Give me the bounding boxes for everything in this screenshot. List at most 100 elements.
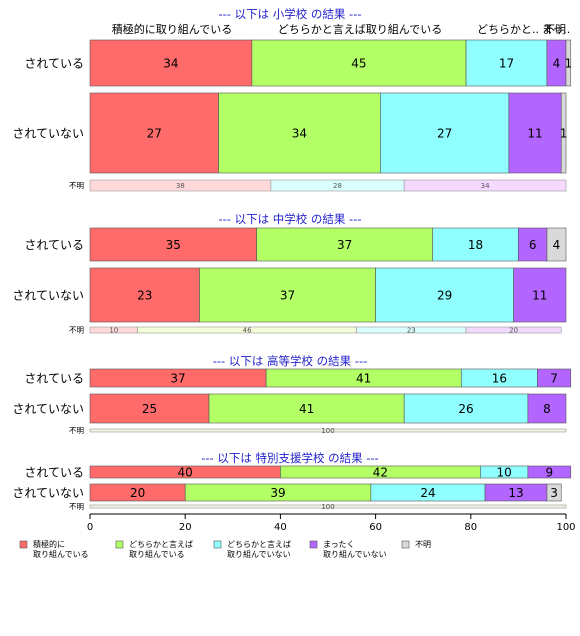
panel-title: --- 以下は 小学校 の結果 ---	[218, 7, 361, 21]
data-label: 3	[550, 486, 558, 500]
data-label: 23	[407, 327, 416, 335]
bar-segment	[256, 227, 434, 262]
x-tick-label: 80	[464, 522, 477, 533]
data-label: 25	[142, 402, 157, 416]
x-tick-label: 0	[87, 522, 93, 533]
data-label: 35	[166, 238, 181, 252]
bar-segment	[537, 368, 572, 388]
data-label: 42	[373, 466, 388, 480]
bar-segment	[218, 92, 381, 174]
bar-segment	[465, 326, 562, 334]
data-label: 18	[468, 238, 483, 252]
data-label: 37	[170, 372, 185, 386]
data-label: 37	[280, 289, 295, 303]
bar-segment	[89, 504, 567, 509]
bar-segment	[89, 428, 567, 433]
data-label: 41	[356, 372, 371, 386]
panel-title: --- 以下は 中学校 の結果 ---	[218, 212, 361, 226]
data-label: 46	[243, 327, 252, 335]
data-label: 39	[270, 486, 285, 500]
data-label: 38	[176, 182, 185, 190]
x-tick-label: 60	[369, 522, 382, 533]
row-label: されていない	[12, 402, 84, 416]
bar-segment	[565, 39, 572, 87]
data-label: 10	[496, 466, 511, 480]
legend-label: どちらかと言えば	[129, 539, 193, 549]
data-label: 24	[420, 486, 435, 500]
panel-title: --- 以下は 特別支援学校 の結果 ---	[201, 451, 379, 465]
data-label: 11	[532, 289, 547, 303]
bar-segment	[251, 39, 467, 87]
row-label: されている	[24, 238, 84, 252]
column-header: 不明	[544, 23, 566, 36]
bar-segment	[560, 92, 567, 174]
x-tick-label: 40	[274, 522, 287, 533]
data-label: 34	[292, 127, 307, 141]
column-header: どちらかと..	[477, 23, 539, 36]
column-header: 積極的に取り組んでいる	[112, 22, 232, 36]
data-label: 13	[508, 486, 523, 500]
bar-segment	[527, 465, 572, 479]
data-label: 23	[137, 289, 152, 303]
legend-label: どちらかと言えば	[227, 539, 291, 549]
row-label: されている	[24, 57, 84, 71]
legend-label: 不明	[415, 540, 431, 549]
data-label: 20	[130, 486, 145, 500]
legend-label: 積極的に	[33, 539, 65, 549]
row-label: 不明	[69, 326, 84, 335]
row-label: 不明	[69, 502, 84, 511]
data-label: 41	[299, 402, 314, 416]
row-label: されていない	[12, 486, 84, 500]
legend-swatch	[213, 540, 222, 549]
bar-segment	[89, 267, 200, 323]
data-label: 9	[546, 466, 554, 480]
data-label: 20	[509, 327, 518, 335]
data-label: 100	[321, 427, 334, 435]
row-label: されている	[24, 372, 84, 386]
data-label: 6	[529, 238, 537, 252]
data-label: 4	[553, 57, 561, 71]
data-label: 26	[458, 402, 473, 416]
column-header: どちらかと言えば取り組んでいる	[278, 23, 442, 36]
legend-label: 取り組んでいない	[323, 549, 387, 559]
bar-segment	[380, 92, 510, 174]
data-label: 7	[550, 372, 558, 386]
column-header: まっ..	[542, 23, 571, 36]
legend-label: 取り組んでいる	[33, 549, 89, 559]
panel-title: --- 以下は 高等学校 の結果 ---	[213, 354, 368, 368]
legend-label: まったく	[323, 540, 355, 549]
row-label: されていない	[12, 289, 84, 303]
data-label: 16	[492, 372, 507, 386]
row-label: されていない	[12, 127, 84, 141]
x-tick-label: 100	[556, 522, 575, 533]
data-label: 27	[147, 127, 162, 141]
bar-segment	[546, 483, 562, 502]
bar-segment	[375, 267, 514, 323]
row-label: 不明	[69, 181, 84, 190]
data-label: 1	[565, 57, 573, 71]
bar-segment	[513, 267, 567, 323]
bar-segment	[208, 393, 405, 424]
data-label: 34	[481, 182, 490, 190]
legend-swatch	[401, 540, 410, 549]
data-label: 34	[163, 57, 178, 71]
legend-swatch	[309, 540, 318, 549]
bar-segment	[546, 227, 567, 262]
data-label: 100	[321, 503, 334, 511]
legend-swatch	[19, 540, 28, 549]
bar-segment	[199, 267, 376, 323]
bar-segment	[432, 227, 519, 262]
data-label: 11	[527, 127, 542, 141]
row-label: 不明	[69, 426, 84, 435]
bar-segment	[508, 92, 562, 174]
legend-label: 取り組んでいる	[129, 549, 185, 559]
bar-segment	[518, 227, 548, 262]
data-label: 27	[437, 127, 452, 141]
x-tick-label: 20	[179, 522, 192, 533]
data-label: 1	[560, 127, 568, 141]
row-label: されている	[24, 466, 84, 480]
data-label: 4	[553, 238, 561, 252]
data-label: 8	[543, 402, 551, 416]
data-label: 17	[499, 57, 514, 71]
